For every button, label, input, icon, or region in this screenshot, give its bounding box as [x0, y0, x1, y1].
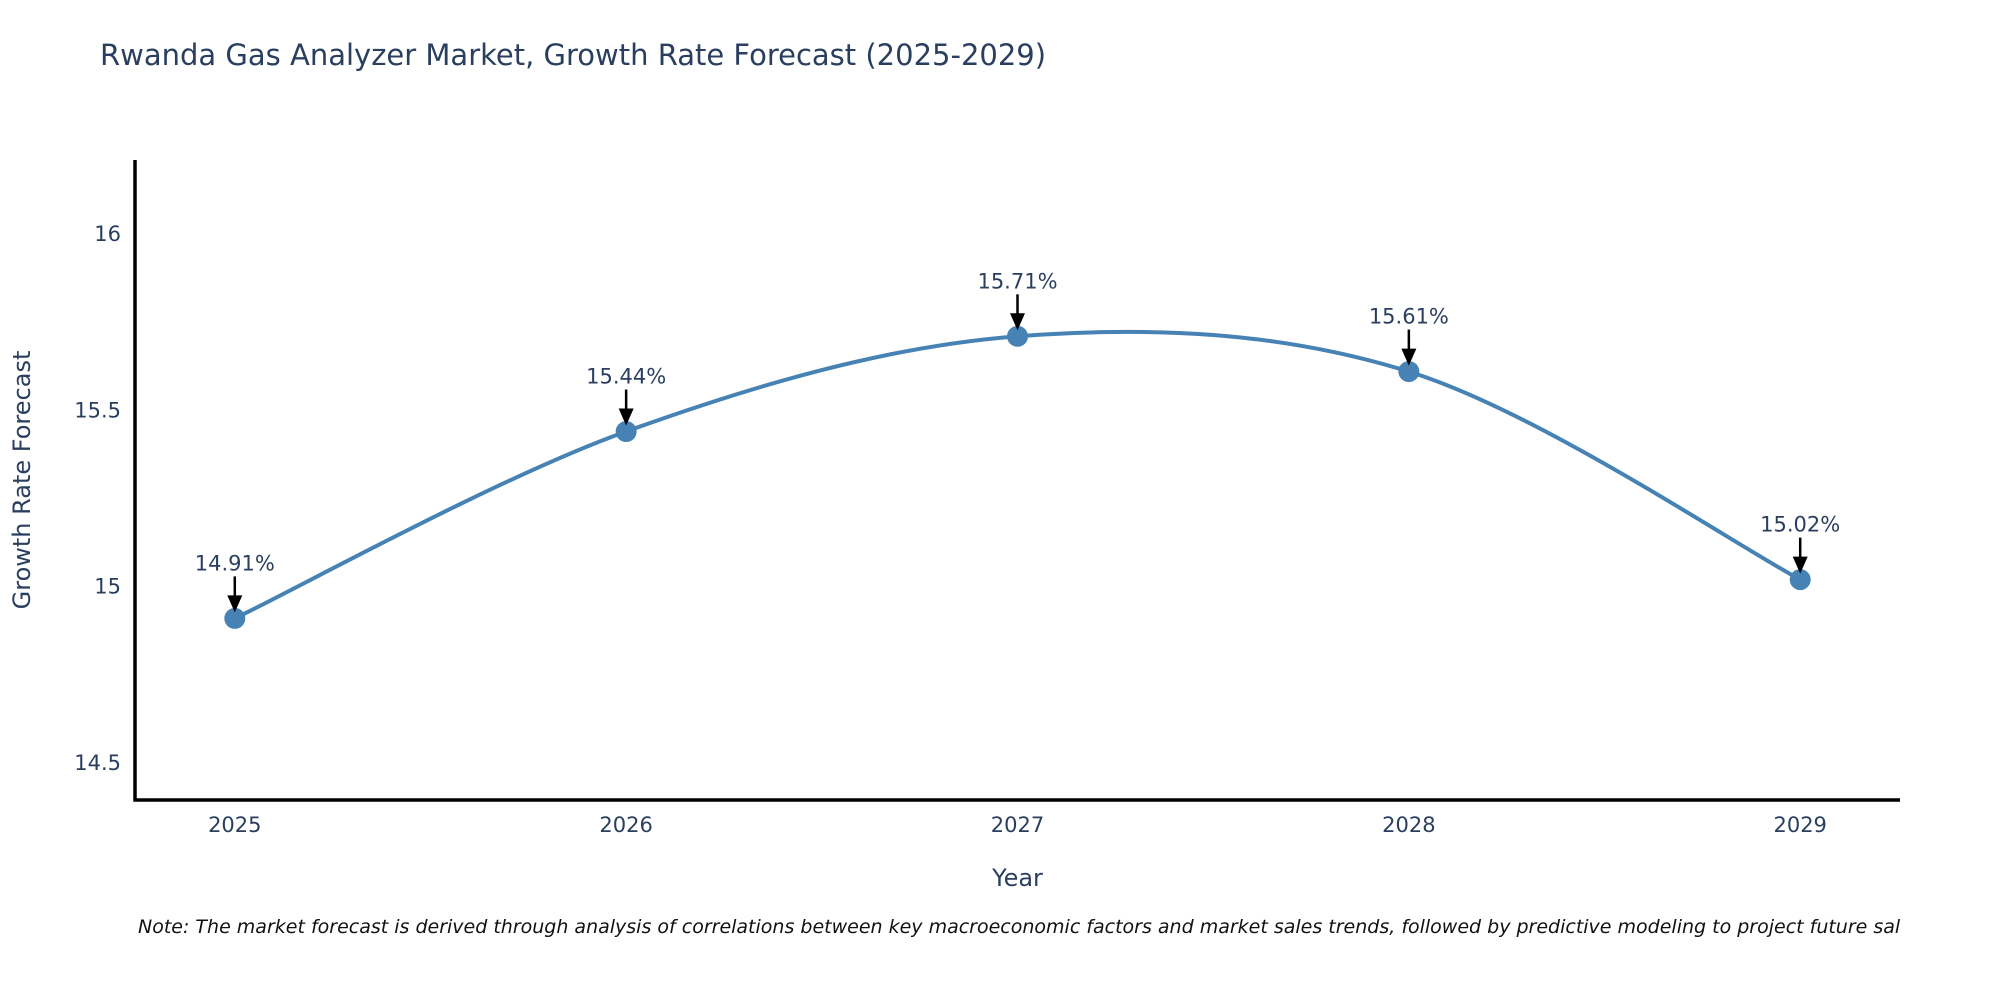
y-tick-label: 15.5 — [74, 398, 121, 422]
data-point-marker — [224, 607, 246, 629]
x-tick-label: 2029 — [1773, 813, 1826, 837]
axis-lines — [133, 160, 1900, 802]
data-point-marker — [1007, 325, 1028, 347]
forecast-line — [232, 329, 1803, 621]
annotation-arrow-head — [227, 595, 243, 613]
annotation-arrow-head — [618, 408, 634, 426]
data-point-marker — [1398, 361, 1420, 383]
data-point-label: 14.91% — [195, 551, 275, 575]
annotation-arrow-head — [1792, 556, 1808, 574]
chart-footnote: Note: The market forecast is derived thr… — [138, 916, 1901, 938]
data-point-marker — [615, 421, 637, 443]
data-point-label: 15.61% — [1369, 305, 1449, 329]
chart-title: Rwanda Gas Analyzer Market, Growth Rate … — [100, 38, 1047, 72]
data-point-label: 15.02% — [1760, 513, 1840, 537]
x-tick-label: 2025 — [208, 813, 261, 837]
x-tick-label: 2028 — [1382, 813, 1435, 837]
x-tick-label: 2027 — [991, 813, 1044, 837]
x-axis-title: Year — [991, 864, 1043, 892]
x-tick-label: 2026 — [599, 813, 652, 837]
annotation-arrow-head — [1010, 313, 1025, 331]
data-point-label: 15.71% — [977, 269, 1057, 293]
y-tick-label: 14.5 — [74, 751, 121, 775]
annotation-arrow-head — [1401, 348, 1417, 366]
data-point-marker — [1789, 569, 1811, 591]
data-point-label: 15.44% — [586, 365, 666, 389]
y-tick-label: 15 — [94, 575, 121, 599]
y-tick-label: 16 — [94, 222, 121, 246]
y-axis-title: Growth Rate Forecast — [8, 351, 36, 610]
